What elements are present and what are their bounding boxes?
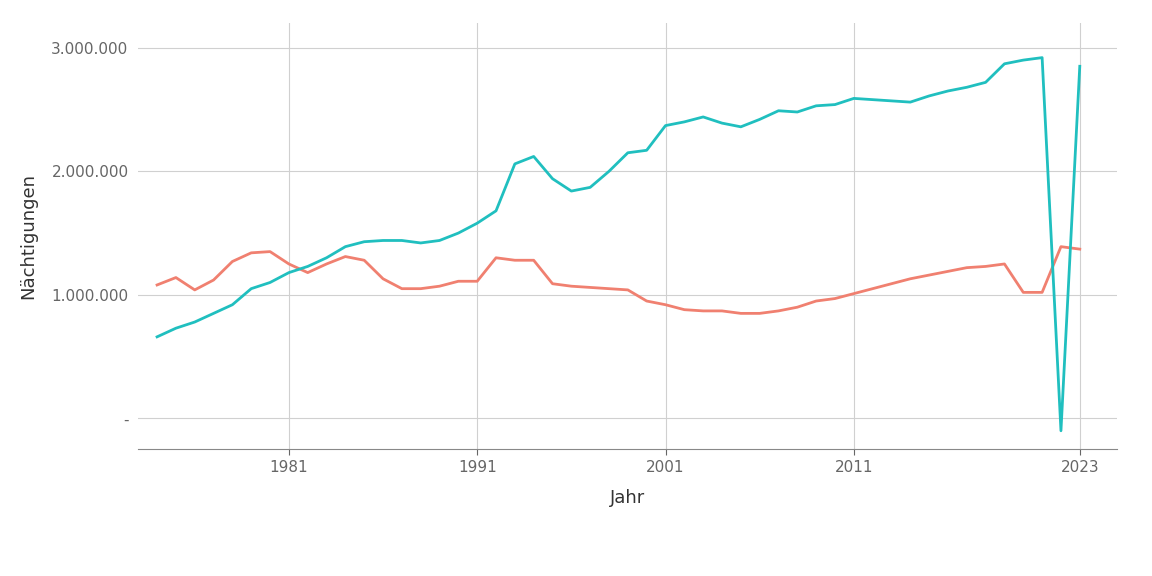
X-axis label: Jahr: Jahr	[611, 488, 645, 506]
Legend: Sommer, Winter: Sommer, Winter	[476, 570, 780, 576]
Y-axis label: Nächtigungen: Nächtigungen	[20, 173, 37, 299]
